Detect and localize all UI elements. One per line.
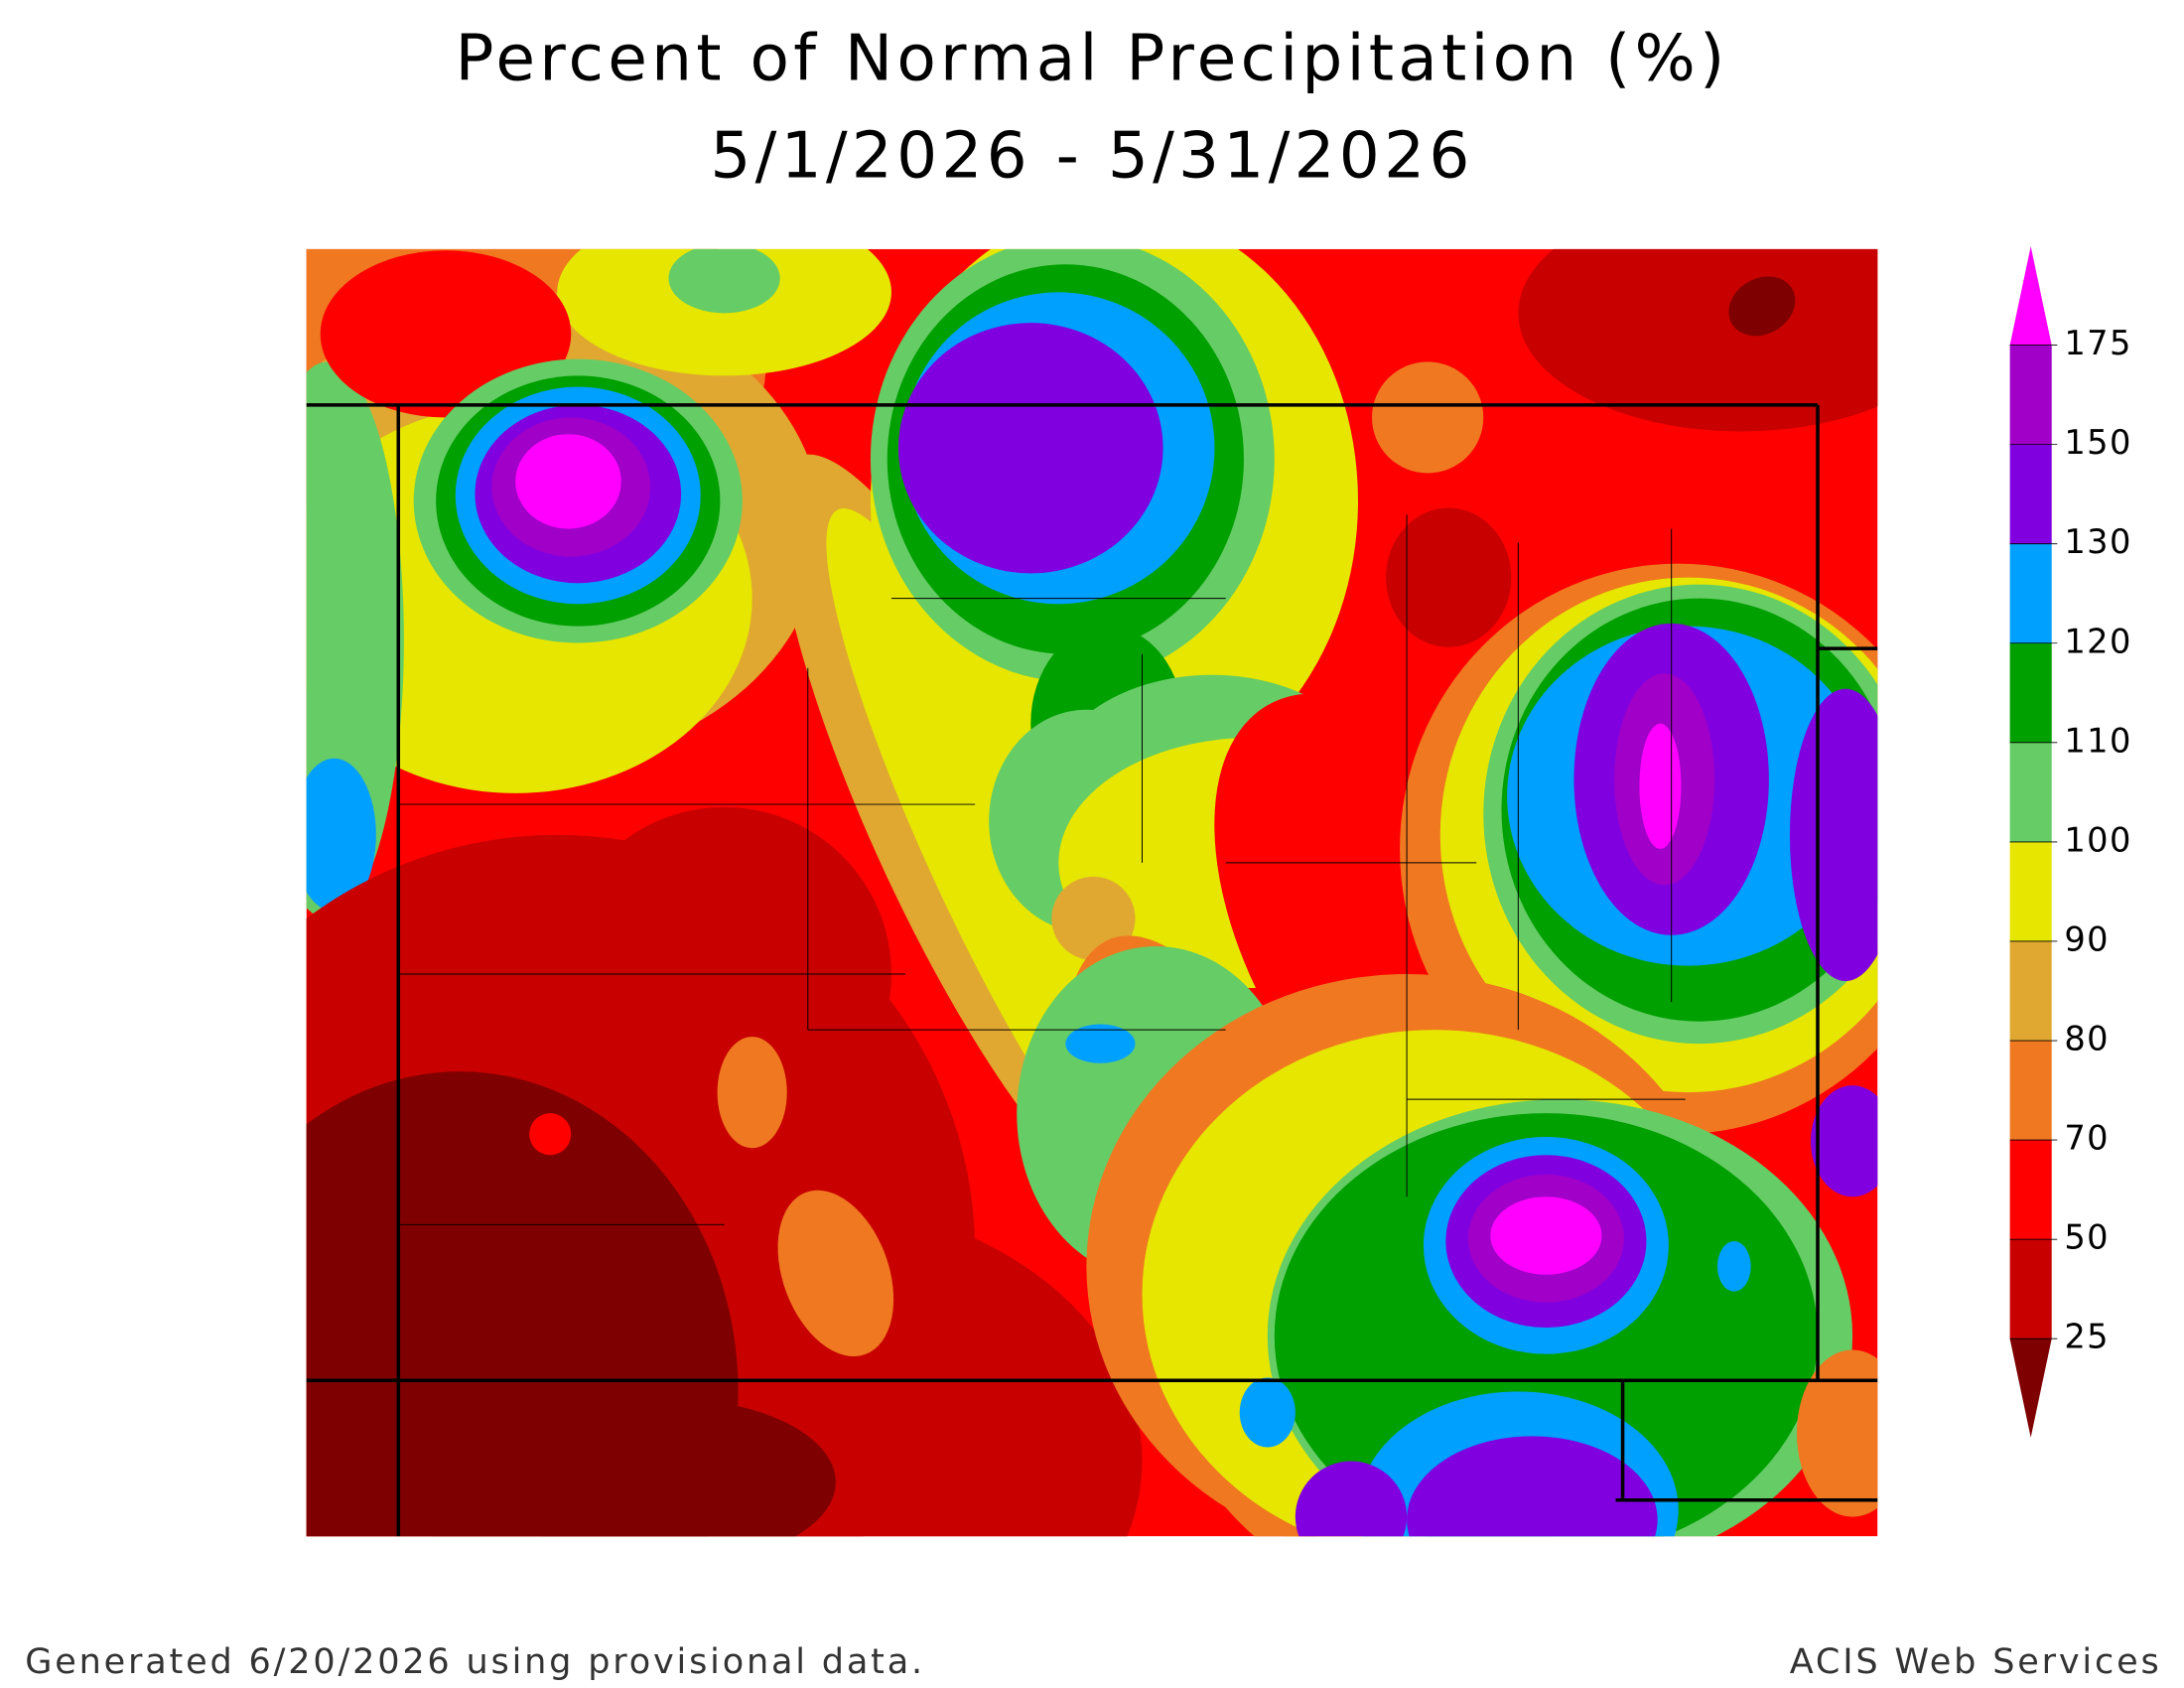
legend-swatch [2009,940,2052,1042]
footer-note: Generated 6/20/2026 using provisional da… [25,1641,925,1682]
precip-zone [1810,1085,1878,1197]
legend-swatch [2009,742,2052,842]
precip-zone [668,248,780,314]
precip-zone [1639,723,1682,849]
legend-swatch [2009,1239,2052,1339]
precip-zone [529,1113,572,1156]
precip-zone [1716,1241,1751,1292]
precip-zone [777,1190,894,1357]
legend-label: 100 [2064,820,2131,859]
precip-zone [1407,1436,1658,1537]
legend-label: 50 [2064,1218,2110,1257]
legend-label: 110 [2064,721,2131,760]
legend-label: 80 [2064,1020,2110,1058]
legend-label: 120 [2064,622,2131,660]
subtitle: 5/1/2026 - 5/31/2026 [710,119,1473,194]
precip-zone [501,1398,836,1537]
legend-label: 90 [2064,919,2110,958]
precip-zone [306,758,376,912]
legend-arrow-low [2009,1338,2052,1438]
legend-swatch [2009,642,2052,743]
footer-credit: ACIS Web Services [1790,1641,2162,1682]
precip-zone [1490,1196,1602,1275]
color-legend: 25 50 70 80 90 100 110 120 130 150 175 [2009,246,2131,1438]
precipitation-map [306,248,1878,1537]
precip-zone [1295,1461,1408,1537]
precip-zone [1796,1349,1878,1517]
precip-zone [717,1037,787,1149]
precip-zone [1728,276,1796,337]
precip-zone [1386,507,1512,647]
precip-zone [1789,688,1878,982]
legend-arrow-high [2009,246,2052,346]
precip-zone [1239,1377,1296,1448]
precip-zone [897,323,1163,574]
title: Percent of Normal Precipitation (%) [456,22,1729,96]
legend-swatch [2009,543,2052,643]
legend-swatch [2009,345,2052,445]
legend-label: 25 [2064,1318,2110,1356]
precip-zone [1372,361,1484,474]
precip-zone [1065,1024,1136,1063]
legend-label: 130 [2064,522,2131,561]
legend-swatch [2009,1041,2052,1141]
legend-label: 150 [2064,423,2131,462]
legend-label: 175 [2064,324,2131,362]
precip-zone [515,434,621,529]
legend-swatch [2009,841,2052,941]
legend-swatch [2009,444,2052,544]
legend-swatch [2009,1140,2052,1240]
legend-label: 70 [2064,1119,2110,1158]
